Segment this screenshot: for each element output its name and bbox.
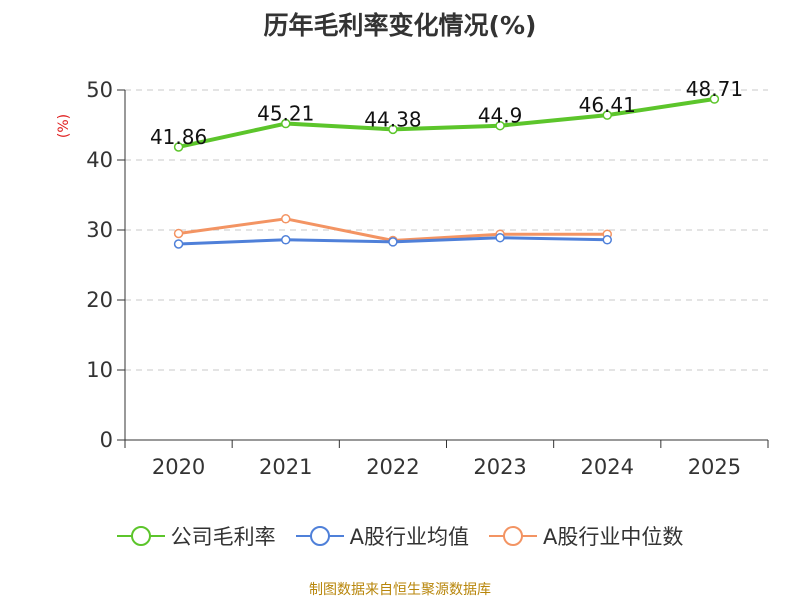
data-label: 48.71	[686, 77, 743, 101]
chart-title: 历年毛利率变化情况(%)	[263, 11, 537, 40]
data-point	[173, 142, 184, 152]
data-label: 45.21	[257, 102, 314, 126]
y-tick-label: 30	[86, 218, 113, 242]
data-point	[388, 124, 398, 135]
data-label: 44.9	[478, 104, 523, 128]
legend-item[interactable]: A股行业均值	[295, 521, 469, 551]
data-point	[602, 110, 612, 120]
y-tick-label: 40	[86, 148, 113, 172]
legend-item[interactable]: A股行业中位数	[489, 521, 683, 551]
x-tick-label: 2023	[473, 455, 526, 479]
series-lines	[173, 94, 720, 249]
legend-label: A股行业均值	[349, 525, 469, 549]
data-point	[495, 120, 505, 131]
source-note: 制图数据来自恒生聚源数据库	[309, 582, 491, 598]
data-labels: 41.86 45.21 44.38 44.9 46.41 48.71	[150, 77, 743, 149]
legend: 公司毛利率 A股行业均值 A股行业中位数	[0, 521, 800, 551]
data-point	[495, 232, 505, 243]
legend-swatch-icon	[116, 524, 165, 548]
data-point	[709, 94, 720, 104]
y-tick-label: 10	[86, 358, 113, 382]
legend-swatch-icon	[489, 524, 537, 548]
data-point	[281, 235, 291, 245]
x-tick-label: 2021	[259, 455, 312, 479]
x-tick-label: 2022	[366, 455, 419, 479]
axes: 0 10 20 30 40 50 2020 2021 2022 2023 2024 2025	[86, 78, 769, 479]
x-tick-label: 2020	[152, 455, 205, 479]
data-point	[281, 118, 291, 129]
data-label: 44.38	[364, 107, 421, 131]
y-axis-label: (%)	[56, 114, 72, 138]
data-point	[173, 239, 184, 249]
data-point	[173, 228, 184, 239]
data-point	[602, 235, 612, 245]
x-tick-label: 2024	[581, 455, 634, 479]
series-line	[178, 97, 715, 149]
series-0	[173, 94, 720, 152]
series-1	[173, 232, 612, 249]
data-point	[281, 214, 291, 224]
data-label: 41.86	[150, 125, 207, 149]
legend-label: 公司毛利率	[170, 525, 276, 549]
data-label: 46.41	[579, 93, 636, 117]
legend-swatch-icon	[295, 524, 344, 548]
y-tick-label: 50	[86, 78, 113, 102]
y-tick-label: 0	[100, 428, 113, 452]
x-tick-label: 2025	[688, 455, 741, 479]
grid-lines	[125, 89, 768, 371]
legend-label: A股行业中位数	[543, 525, 684, 549]
legend-item[interactable]: 公司毛利率	[116, 521, 276, 551]
data-point	[388, 237, 398, 247]
y-tick-label: 20	[86, 288, 113, 312]
